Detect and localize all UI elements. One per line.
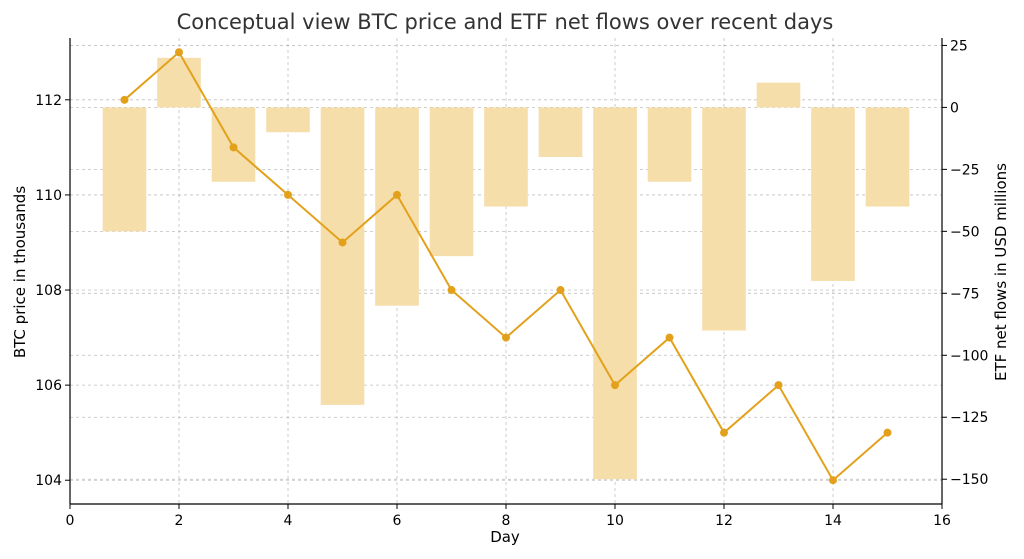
right-y-tick-label: 25	[950, 38, 968, 54]
right-y-tick-label: −25	[950, 162, 980, 178]
left-y-tick-label: 104	[35, 473, 62, 489]
price-point	[556, 286, 565, 295]
price-point	[720, 428, 728, 437]
flow-bar	[102, 107, 147, 232]
flow-bar	[320, 107, 365, 405]
x-tick-label: 10	[606, 513, 624, 529]
right-y-tick-label: −100	[950, 348, 988, 364]
flow-bar	[593, 107, 637, 480]
price-point	[284, 190, 292, 199]
flow-bar	[538, 107, 583, 157]
x-tick-label: 16	[933, 513, 951, 529]
right-y-tick-label: −75	[950, 286, 980, 302]
price-point	[393, 190, 401, 199]
flow-bar	[865, 107, 910, 207]
price-point	[883, 428, 892, 437]
right-y-tick-label: 0	[950, 100, 959, 116]
price-point	[447, 286, 456, 295]
price-point	[829, 476, 837, 485]
right-y-tick-label: −50	[950, 224, 980, 240]
flow-bar	[429, 107, 474, 257]
x-axis-label: Day	[490, 528, 520, 546]
flow-bar	[647, 107, 692, 182]
chart-title: Conceptual view BTC price and ETF net fl…	[177, 10, 834, 34]
left-y-tick-label: 112	[35, 93, 62, 109]
flow-bar	[756, 82, 801, 108]
x-tick-label: 4	[284, 513, 293, 529]
left-y-tick-label: 110	[35, 188, 62, 204]
flow-bar	[484, 107, 528, 207]
price-point	[120, 95, 129, 104]
x-tick-label: 6	[393, 513, 402, 529]
flow-bar	[811, 107, 855, 281]
x-tick-label: 2	[175, 513, 184, 529]
bar-series	[102, 57, 910, 480]
axes: 0 2 4 6 8 10 12 14 16 104 106 108 110 112 −150 −125 −100…	[35, 38, 988, 529]
price-point	[175, 48, 183, 57]
x-tick-label: 12	[715, 513, 733, 529]
x-tick-label: 14	[824, 513, 842, 529]
left-y-tick-label: 108	[35, 283, 62, 299]
right-y-axis-label: ETF net flows in USD millions	[992, 163, 1010, 381]
flow-bar	[702, 107, 746, 331]
price-point	[611, 381, 619, 390]
line-series	[120, 48, 892, 485]
x-tick-label: 0	[66, 513, 75, 529]
price-point	[229, 143, 238, 152]
flow-bar	[266, 107, 310, 133]
price-point	[502, 333, 510, 342]
left-y-tick-label: 106	[35, 378, 62, 394]
left-y-axis-label: BTC price in thousands	[11, 186, 29, 358]
price-point	[774, 381, 783, 390]
price-point	[338, 238, 347, 247]
flow-bar	[375, 107, 419, 306]
right-y-tick-label: −125	[950, 410, 988, 426]
right-y-tick-label: −150	[950, 472, 988, 488]
x-tick-label: 8	[502, 513, 511, 529]
price-point	[665, 333, 674, 342]
